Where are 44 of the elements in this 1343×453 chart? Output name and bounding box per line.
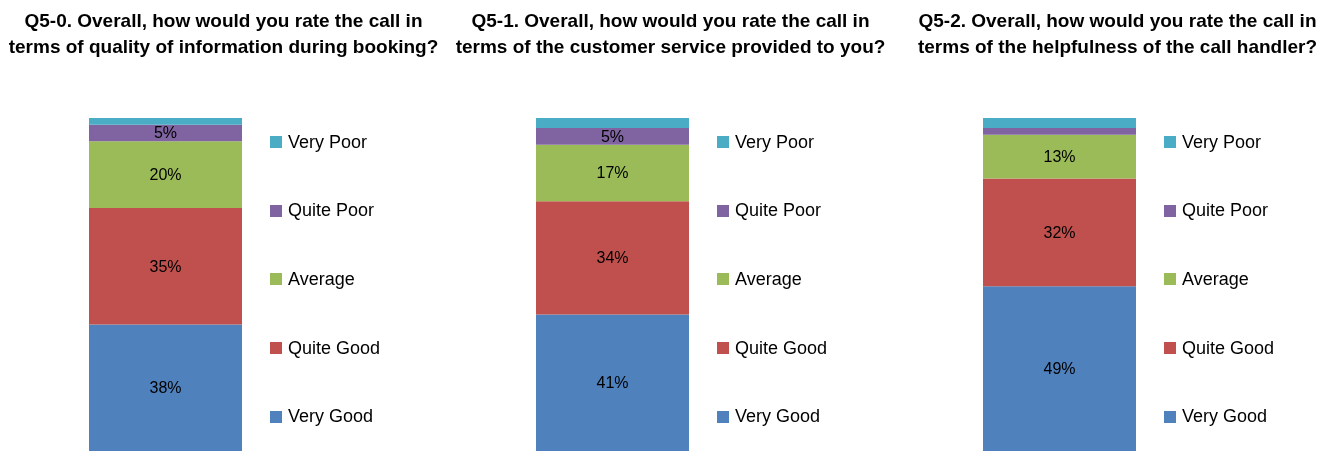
bar bbox=[89, 324, 242, 451]
bar bbox=[89, 118, 242, 125]
bar bbox=[536, 201, 689, 315]
legend-label: Very Poor bbox=[1182, 131, 1262, 153]
legend-label: Very Poor bbox=[288, 131, 368, 153]
legend-label: Very Good bbox=[288, 406, 374, 428]
legend-label: Quite Poor bbox=[288, 200, 375, 222]
data-label: 49% bbox=[1043, 360, 1076, 378]
legend-label: Average bbox=[735, 268, 802, 290]
data-label: 5% bbox=[600, 127, 625, 145]
data-label: 34% bbox=[596, 249, 629, 267]
bar bbox=[89, 124, 242, 142]
legend-label: Quite Poor bbox=[1182, 200, 1269, 222]
bar bbox=[89, 207, 242, 325]
legend-label: Average bbox=[1182, 268, 1249, 290]
bar bbox=[536, 118, 689, 128]
legend-label: Quite Poor bbox=[735, 200, 822, 222]
chart-title: Q5-0. Overall, how would you rate the call in terms of quality of information during booking? bbox=[7, 9, 440, 59]
data-label: 17% bbox=[596, 164, 629, 182]
data-label: 32% bbox=[1043, 223, 1076, 241]
data-label: 13% bbox=[1043, 148, 1076, 166]
bar bbox=[536, 314, 689, 451]
data-label: 41% bbox=[596, 374, 629, 392]
chart-title: Q5-2. Overall, how would you rate the call in terms of the helpfulness of the call handler? bbox=[916, 9, 1319, 59]
legend-label: Very Good bbox=[735, 406, 821, 428]
bar bbox=[983, 128, 1136, 135]
legend-label: Quite Good bbox=[288, 337, 381, 359]
bar bbox=[983, 134, 1136, 179]
chart-title: Q5-1. Overall, how would you rate the call in terms of the customer service provided to you? bbox=[454, 9, 887, 59]
bar bbox=[89, 141, 242, 208]
data-label: 38% bbox=[149, 379, 182, 397]
data-label: 20% bbox=[149, 166, 182, 184]
bar bbox=[536, 144, 689, 202]
data-label: 5% bbox=[153, 124, 178, 142]
legend-label: Very Poor bbox=[735, 131, 815, 153]
legend-label: Quite Good bbox=[735, 337, 828, 359]
data-label: 35% bbox=[149, 257, 182, 275]
legend-label: Very Good bbox=[1182, 406, 1268, 428]
legend-label: Average bbox=[288, 268, 355, 290]
bar bbox=[983, 286, 1136, 451]
legend-label: Quite Good bbox=[1182, 337, 1275, 359]
bar bbox=[983, 178, 1136, 287]
bar bbox=[536, 127, 689, 145]
bar bbox=[983, 118, 1136, 129]
